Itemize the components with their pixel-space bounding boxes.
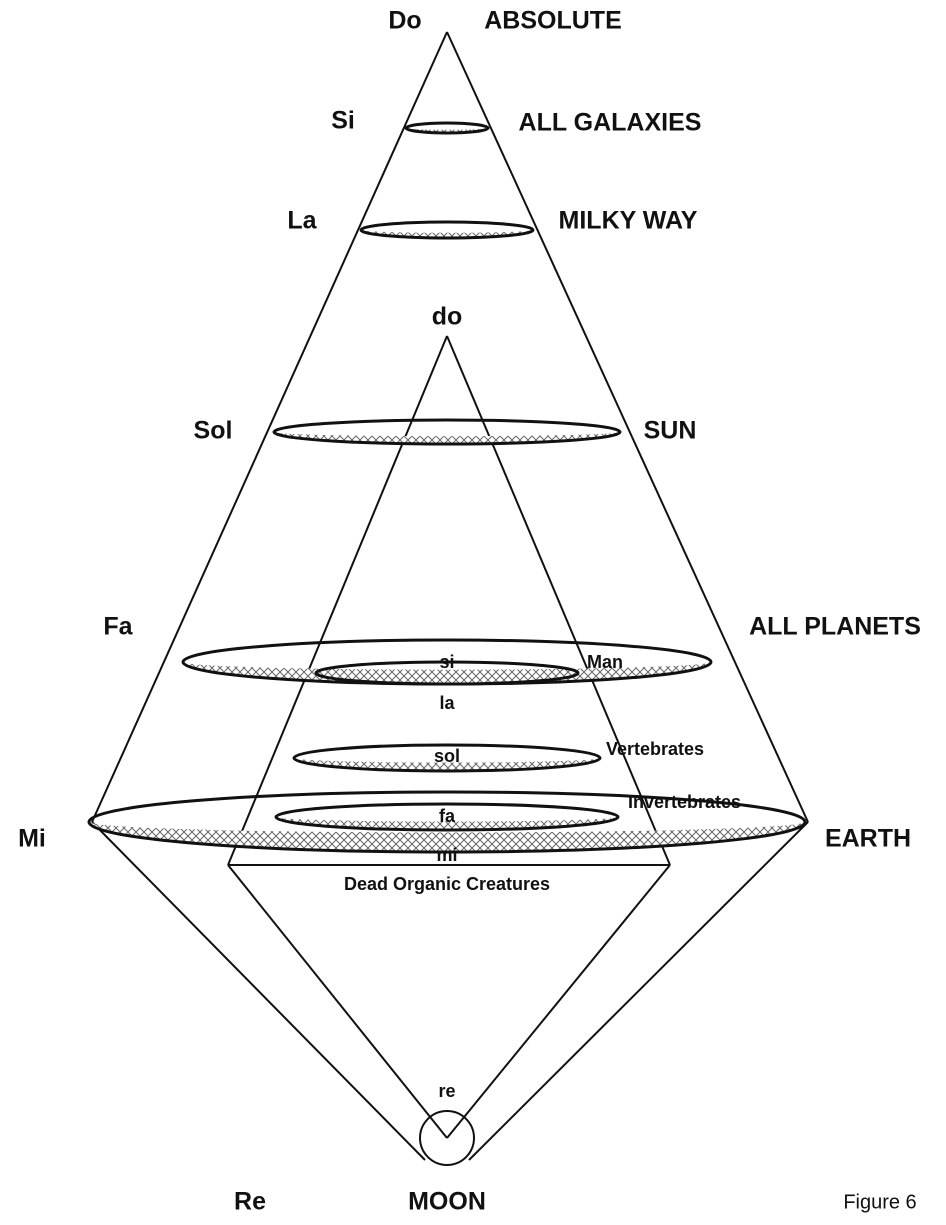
ray-of-creation-diagram: Do ABSOLUTE Si ALL GALAXIES La MILKY WAY… bbox=[0, 0, 946, 1220]
ring bbox=[406, 123, 488, 133]
note-label: Re bbox=[234, 1188, 266, 1216]
organic-note: do bbox=[432, 303, 463, 331]
organic-level: Invertebrates bbox=[628, 792, 741, 812]
note-label: Sol bbox=[194, 417, 233, 445]
organic-note: la bbox=[439, 693, 455, 713]
note-label: Fa bbox=[103, 613, 133, 641]
level-label: ALL GALAXIES bbox=[519, 109, 702, 137]
organic-note: mi bbox=[436, 845, 457, 865]
level-label: MILKY WAY bbox=[559, 207, 698, 235]
organic-note: re bbox=[438, 1081, 455, 1101]
structure bbox=[92, 32, 808, 1165]
note-label: Mi bbox=[18, 825, 46, 853]
note-label: Do bbox=[388, 7, 421, 35]
organic-note: fa bbox=[439, 806, 456, 826]
organic-note: sol bbox=[434, 746, 460, 766]
organic-level: Dead Organic Creatures bbox=[344, 874, 550, 894]
level-label: EARTH bbox=[825, 825, 911, 853]
ring-shading bbox=[274, 432, 620, 444]
labels: Do ABSOLUTE Si ALL GALAXIES La MILKY WAY… bbox=[18, 7, 921, 1216]
level-label: ABSOLUTE bbox=[484, 7, 622, 35]
organic-note: si bbox=[439, 652, 454, 672]
organic-level: Vertebrates bbox=[606, 739, 704, 759]
figure-label: Figure 6 bbox=[843, 1191, 916, 1213]
organic-level: Man bbox=[587, 652, 623, 672]
level-label: ALL PLANETS bbox=[749, 613, 921, 641]
note-label: La bbox=[287, 207, 317, 235]
level-label: SUN bbox=[644, 417, 697, 445]
note-label: Si bbox=[331, 107, 355, 135]
level-label: MOON bbox=[408, 1188, 486, 1216]
